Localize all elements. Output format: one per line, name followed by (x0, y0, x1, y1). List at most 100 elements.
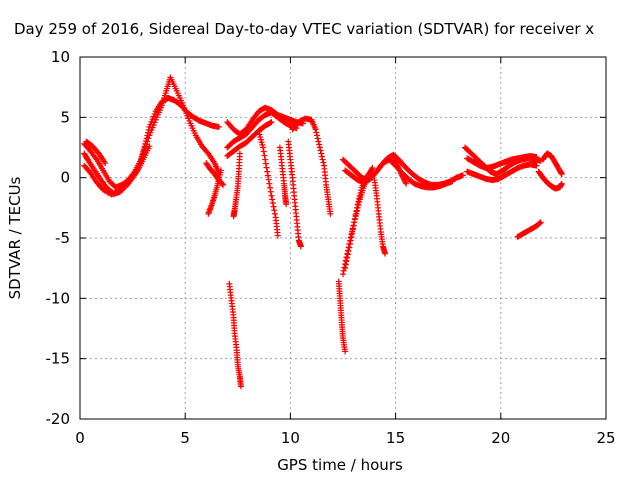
data-point (144, 138, 151, 145)
data-point (149, 116, 156, 123)
data-point (256, 131, 263, 138)
data-point (368, 166, 375, 173)
data-point (268, 119, 275, 126)
data-point (558, 180, 565, 187)
data-point (342, 265, 349, 272)
data-point (320, 159, 327, 166)
data-point (146, 143, 153, 150)
data-point (267, 184, 274, 191)
data-point (271, 207, 278, 214)
data-point (237, 383, 244, 390)
data-point (350, 222, 357, 229)
data-point (264, 172, 271, 179)
data-point (257, 134, 264, 141)
data-point (318, 153, 325, 160)
data-point (147, 121, 154, 128)
data-point (312, 126, 319, 133)
data-point (316, 144, 323, 151)
data-point (342, 261, 349, 268)
data-point (142, 144, 149, 151)
data-points (81, 74, 565, 390)
data-point (269, 200, 276, 207)
x-tick-label: 0 (75, 429, 85, 447)
data-point (343, 258, 350, 265)
x-tick-label: 25 (596, 429, 615, 447)
data-point (145, 135, 152, 142)
x-tick-label: 20 (491, 429, 510, 447)
data-point (342, 348, 349, 355)
data-point (349, 226, 356, 233)
data-point (274, 232, 281, 239)
data-point (269, 196, 276, 203)
y-axis-label: SDTVAR / TECUs (6, 176, 24, 299)
data-point (267, 188, 274, 195)
data-point (262, 160, 269, 167)
data-point (181, 104, 188, 111)
x-axis-label: GPS time / hours (277, 456, 403, 474)
data-point (265, 176, 272, 183)
data-point (537, 219, 544, 226)
data-point (264, 168, 271, 175)
data-point (349, 230, 356, 237)
data-point (258, 139, 265, 146)
data-point (369, 165, 376, 172)
data-point (151, 119, 158, 126)
data-point (382, 250, 389, 257)
data-point (220, 181, 227, 188)
y-tick-label: 0 (60, 169, 70, 187)
data-point (150, 121, 157, 128)
x-tick-labels: 0 5 10 15 20 25 (75, 429, 615, 447)
data-point (314, 132, 321, 139)
data-point (102, 160, 109, 167)
data-point (319, 156, 326, 163)
data-point (268, 192, 275, 199)
y-tick-label: -15 (46, 350, 71, 368)
data-point (351, 215, 358, 222)
data-point (262, 156, 269, 163)
data-point (313, 129, 320, 136)
data-point (347, 241, 354, 248)
data-point (255, 128, 262, 135)
axis-ticks (79, 56, 607, 420)
data-point (230, 213, 237, 220)
data-point (149, 124, 156, 131)
data-point (180, 102, 187, 109)
y-tick-label: 10 (51, 48, 70, 66)
y-tick-label: -20 (46, 410, 71, 428)
data-point (263, 164, 270, 171)
x-tick-label: 5 (180, 429, 190, 447)
data-point (356, 195, 363, 202)
data-point (348, 233, 355, 240)
data-point (344, 251, 351, 258)
data-point (355, 198, 362, 205)
data-point (148, 118, 155, 125)
data-point (354, 201, 361, 208)
data-point (314, 135, 321, 142)
data-point (260, 144, 267, 151)
data-point (352, 212, 359, 219)
data-point (537, 219, 544, 226)
data-point (215, 123, 222, 130)
data-point (185, 115, 192, 122)
data-point (533, 154, 540, 161)
data-point (267, 119, 274, 126)
data-point (317, 147, 324, 154)
data-point (266, 180, 273, 187)
data-point (403, 180, 410, 187)
data-point (347, 237, 354, 244)
data-point (260, 148, 267, 155)
data-point (271, 210, 278, 217)
data-point (146, 123, 153, 130)
data-point (147, 129, 154, 136)
data-point (259, 141, 266, 148)
data-point (449, 178, 456, 185)
data-point (316, 141, 323, 148)
data-point (346, 244, 353, 251)
data-point (345, 248, 352, 255)
data-point (558, 171, 565, 178)
data-point (318, 150, 325, 157)
data-point (183, 110, 190, 117)
x-tick-label: 15 (386, 429, 405, 447)
y-tick-label: 5 (60, 108, 70, 126)
